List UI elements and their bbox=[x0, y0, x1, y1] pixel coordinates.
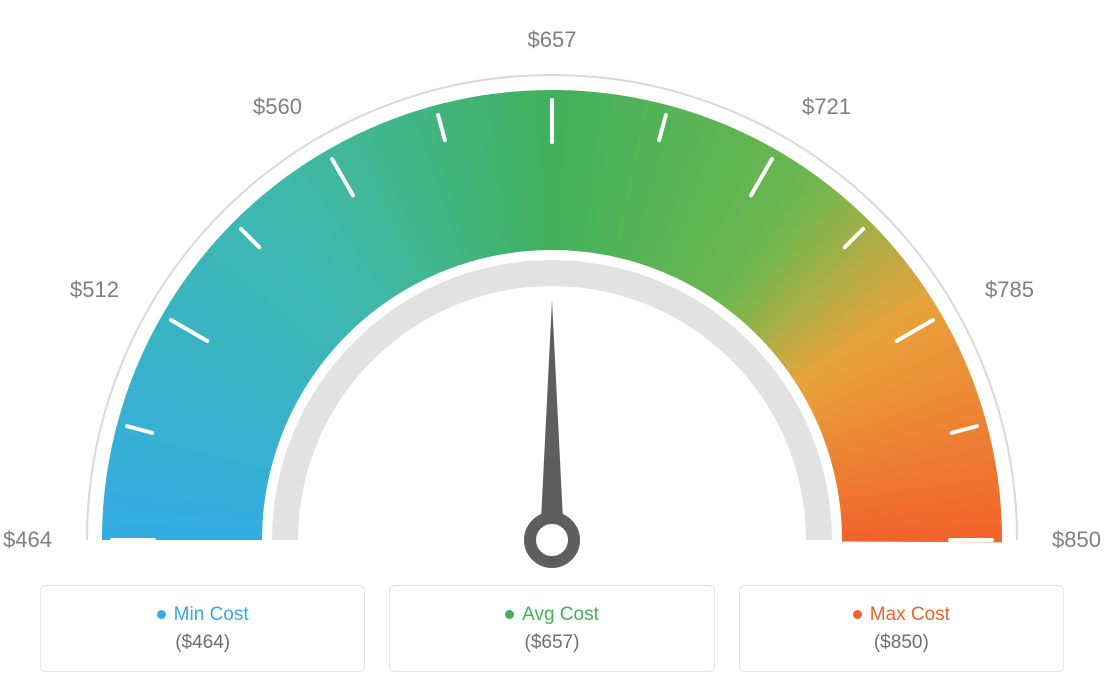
gauge-tick-label: $850 bbox=[1052, 527, 1101, 552]
legend-card-max: Max Cost ($850) bbox=[739, 585, 1064, 672]
legend-avg-value: ($657) bbox=[525, 632, 580, 654]
gauge-needle-hub bbox=[530, 518, 574, 562]
gauge-area: $464 $512 $560 $657 $721 $785 $850 bbox=[0, 0, 1104, 570]
legend-avg-label: Avg Cost bbox=[522, 604, 599, 626]
cost-gauge-widget: $464 $512 $560 $657 $721 $785 $850 Min Cost ($… bbox=[0, 0, 1104, 690]
gauge-tick-label: $657 bbox=[528, 27, 577, 52]
legend-min-header: Min Cost bbox=[157, 604, 249, 626]
gauge-tick-label: $721 bbox=[802, 94, 851, 119]
dot-icon bbox=[505, 610, 514, 619]
legend-max-header: Max Cost bbox=[853, 604, 950, 626]
legend-min-value: ($464) bbox=[175, 632, 230, 654]
legend-row: Min Cost ($464) Avg Cost ($657) Max Cost… bbox=[0, 585, 1104, 690]
legend-max-value: ($850) bbox=[874, 632, 929, 654]
gauge-tick-label: $560 bbox=[253, 94, 302, 119]
gauge-svg: $464 $512 $560 $657 $721 $785 $850 bbox=[0, 0, 1104, 570]
legend-avg-header: Avg Cost bbox=[505, 604, 599, 626]
gauge-tick-label: $512 bbox=[70, 277, 119, 302]
gauge-tick-label: $785 bbox=[985, 277, 1034, 302]
gauge-needle bbox=[540, 300, 564, 540]
dot-icon bbox=[157, 610, 166, 619]
legend-card-avg: Avg Cost ($657) bbox=[389, 585, 714, 672]
dot-icon bbox=[853, 610, 862, 619]
legend-min-label: Min Cost bbox=[174, 604, 249, 626]
gauge-tick-label: $464 bbox=[3, 527, 52, 552]
legend-card-min: Min Cost ($464) bbox=[40, 585, 365, 672]
legend-max-label: Max Cost bbox=[870, 604, 950, 626]
